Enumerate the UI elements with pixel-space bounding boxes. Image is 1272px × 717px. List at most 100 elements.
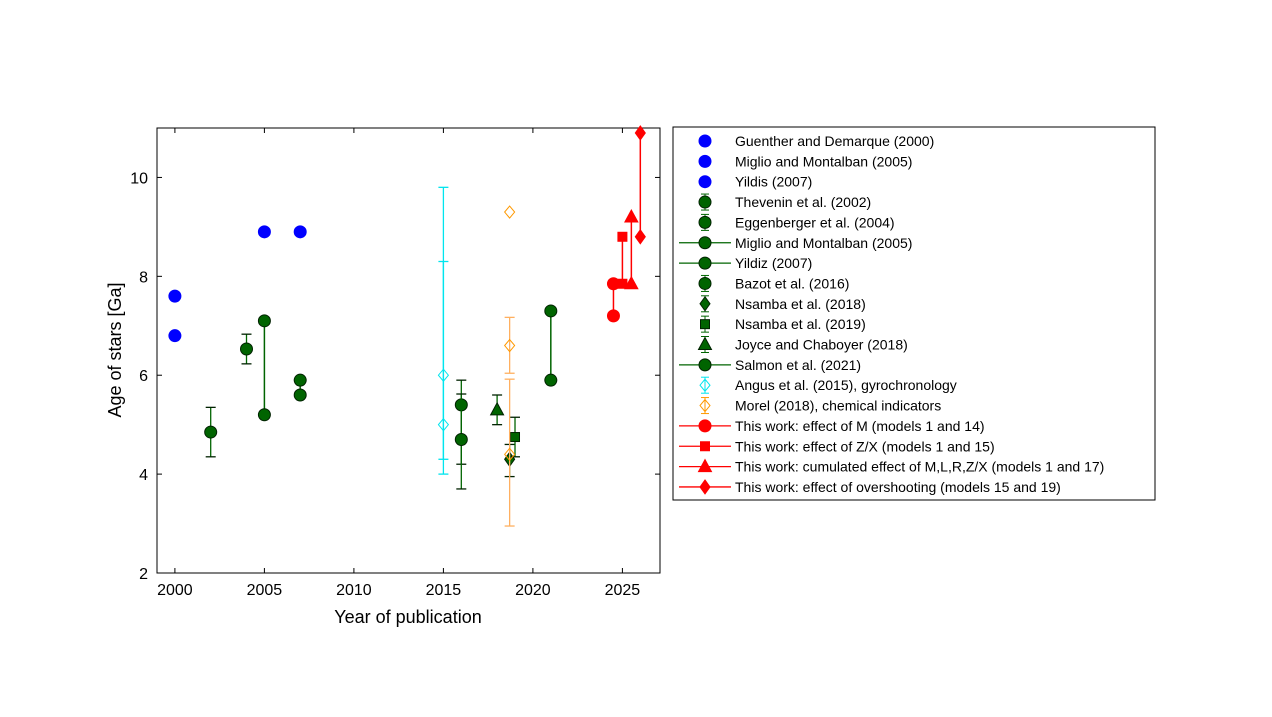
legend-label: Nsamba et al. (2019) — [735, 316, 866, 332]
legend-label: Yildis (2007) — [735, 174, 812, 190]
legend-item: This work: cumulated effect of M,L,R,Z/X… — [679, 458, 1104, 475]
data-point — [489, 401, 505, 416]
legend-item: Thevenin et al. (2002) — [698, 193, 871, 211]
legend-label: This work: cumulated effect of M,L,R,Z/X… — [735, 459, 1104, 475]
series-13 — [503, 205, 516, 527]
legend-marker — [698, 215, 712, 229]
data-point — [503, 205, 516, 219]
x-tick-label: 2020 — [515, 582, 551, 599]
legend-item: Salmon et al. (2021) — [679, 357, 861, 373]
data-point — [240, 342, 254, 356]
series-14 — [606, 277, 620, 323]
legend-marker — [699, 378, 711, 392]
y-tick-label: 2 — [139, 566, 148, 583]
y-tick-label: 10 — [130, 170, 148, 187]
legend-marker — [699, 295, 711, 312]
legend-marker — [697, 458, 713, 473]
data-point — [293, 225, 307, 239]
y-tick-label: 8 — [139, 269, 148, 286]
legend-item: Guenther and Demarque (2000) — [698, 133, 934, 149]
data-point — [544, 304, 558, 318]
legend-marker — [700, 319, 710, 330]
x-tick-label: 2025 — [605, 582, 641, 599]
legend-marker — [698, 134, 712, 148]
data-point — [544, 373, 558, 387]
data-point — [168, 289, 182, 303]
legend-label: This work: effect of overshooting (model… — [735, 479, 1061, 495]
series-9 — [510, 416, 521, 458]
series-2 — [293, 225, 307, 239]
data-point — [634, 228, 646, 245]
legend-item: Bazot et al. (2016) — [698, 274, 849, 292]
data-point — [257, 408, 271, 422]
legend-marker — [698, 256, 712, 270]
x-tick-label: 2010 — [336, 582, 372, 599]
data-point — [624, 275, 639, 290]
legend-marker — [698, 419, 712, 433]
series-11 — [544, 304, 558, 387]
legend-item: This work: effect of M (models 1 and 14) — [679, 418, 985, 434]
legend-marker — [698, 175, 712, 189]
legend-item: Morel (2018), chemical indicators — [699, 397, 941, 415]
data-point — [503, 338, 516, 353]
legend-marker — [698, 195, 712, 209]
legend-label: Guenther and Demarque (2000) — [735, 133, 934, 149]
x-axis-label: Year of publication — [334, 607, 481, 627]
legend-label: Salmon et al. (2021) — [735, 357, 861, 373]
legend-marker — [699, 479, 711, 495]
legend-marker — [698, 236, 712, 250]
y-axis-label: Age of stars [Ga] — [105, 282, 125, 417]
legend-label: Eggenberger et al. (2004) — [735, 214, 895, 230]
legend-label: Joyce and Chaboyer (2018) — [735, 337, 908, 353]
legend-label: Miglio and Montalban (2005) — [735, 235, 912, 251]
data-point — [606, 309, 620, 323]
legend-item: Nsamba et al. (2019) — [700, 315, 866, 333]
legend-marker — [700, 441, 710, 452]
data-point — [624, 208, 639, 223]
data-point — [204, 425, 218, 439]
x-tick-label: 2015 — [426, 582, 462, 599]
legend-label: This work: effect of Z/X (models 1 and 1… — [735, 438, 995, 454]
y-tick-label: 6 — [139, 368, 148, 385]
legend-item: Miglio and Montalban (2005) — [679, 235, 912, 251]
legend-marker — [699, 398, 711, 413]
data-point — [503, 447, 516, 462]
legend-marker — [698, 358, 712, 372]
legend-item: This work: effect of overshooting (model… — [679, 479, 1061, 495]
legend-label: Bazot et al. (2016) — [735, 275, 849, 291]
legend-label: Angus et al. (2015), gyrochronology — [735, 377, 957, 393]
series-1 — [257, 225, 271, 239]
series-0 — [168, 289, 182, 343]
data-point — [634, 125, 646, 141]
series-15 — [617, 231, 628, 289]
data-point — [617, 278, 628, 289]
data-point — [293, 388, 307, 402]
data-point — [510, 432, 521, 443]
data-point — [257, 314, 271, 328]
legend-item: Nsamba et al. (2018) — [699, 295, 866, 313]
data-point — [168, 329, 182, 343]
legend-label: Nsamba et al. (2018) — [735, 296, 866, 312]
series-3 — [204, 406, 218, 458]
legend-item: This work: effect of Z/X (models 1 and 1… — [679, 438, 995, 454]
legend-marker — [698, 276, 712, 290]
legend-label: This work: effect of M (models 1 and 14) — [735, 418, 985, 434]
legend-marker — [697, 336, 713, 350]
data-point — [617, 231, 628, 242]
data-point — [437, 417, 450, 432]
data-point — [454, 433, 468, 446]
y-tick-label: 4 — [139, 467, 148, 484]
legend-item: Angus et al. (2015), gyrochronology — [699, 376, 957, 394]
legend-item: Yildiz (2007) — [679, 255, 812, 271]
legend-item: Joyce and Chaboyer (2018) — [697, 336, 908, 353]
series-7 — [454, 379, 468, 490]
series-6 — [293, 373, 307, 402]
series-12 — [437, 186, 450, 475]
data-point — [257, 225, 271, 239]
plot-area — [156, 127, 661, 574]
series-4 — [240, 333, 254, 365]
x-tick-label: 2000 — [157, 582, 193, 599]
legend-item: Eggenberger et al. (2004) — [698, 213, 895, 231]
